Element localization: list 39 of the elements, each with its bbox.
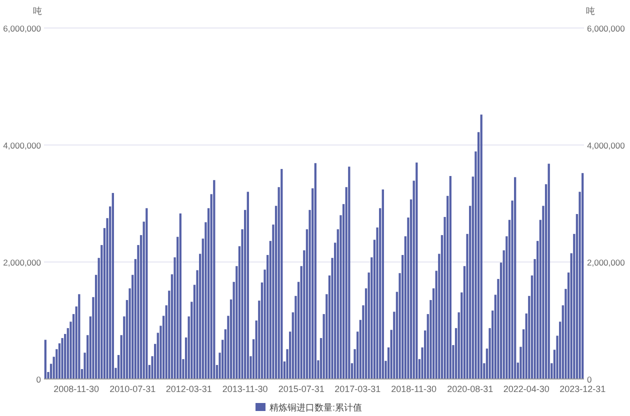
y2-axis-title: 吨 [586,6,595,16]
x-tick-label: 2013-11-30 [222,384,268,394]
bar [280,168,283,379]
y-tick-label: 4,000,000 [3,140,42,150]
bar [314,163,316,379]
x-tick-label: 2010-07-31 [110,384,156,394]
y-tick-label: 0 [36,374,42,384]
bar [348,166,350,379]
bar [548,164,550,379]
bar [449,176,452,379]
bar [416,162,418,379]
y-axis-title: 吨 [33,6,42,16]
bar [382,189,384,379]
x-tick-label: 2023-12-31 [560,384,606,394]
bar [61,338,64,379]
y2-tick-label: 6,000,000 [587,24,626,34]
legend-label: 精炼铜进口数量:累计值 [270,402,362,412]
bar [78,294,80,379]
y-tick-label: 6,000,000 [3,24,42,34]
x-tick-label: 2012-03-31 [166,384,212,394]
x-tick-label: 2015-07-31 [278,384,324,394]
x-tick-label: 2020-08-31 [447,384,494,394]
bar [246,192,249,379]
x-tick-label: 2018-11-30 [391,384,437,394]
bar [213,180,216,379]
y-tick-label: 2,000,000 [3,258,42,268]
y2-tick-label: 2,000,000 [587,258,626,268]
bar [514,177,516,379]
bar [44,340,46,379]
x-tick-label: 2017-03-31 [334,384,381,394]
x-tick-label: 2008-11-30 [54,384,100,394]
y2-tick-label: 0 [587,374,592,384]
bar [146,208,148,379]
bar [179,213,182,379]
y2-tick-label: 4,000,000 [587,140,626,150]
bar [480,114,482,379]
bar [112,192,114,379]
bar [582,173,584,379]
x-tick-label: 2022-04-30 [503,384,550,394]
